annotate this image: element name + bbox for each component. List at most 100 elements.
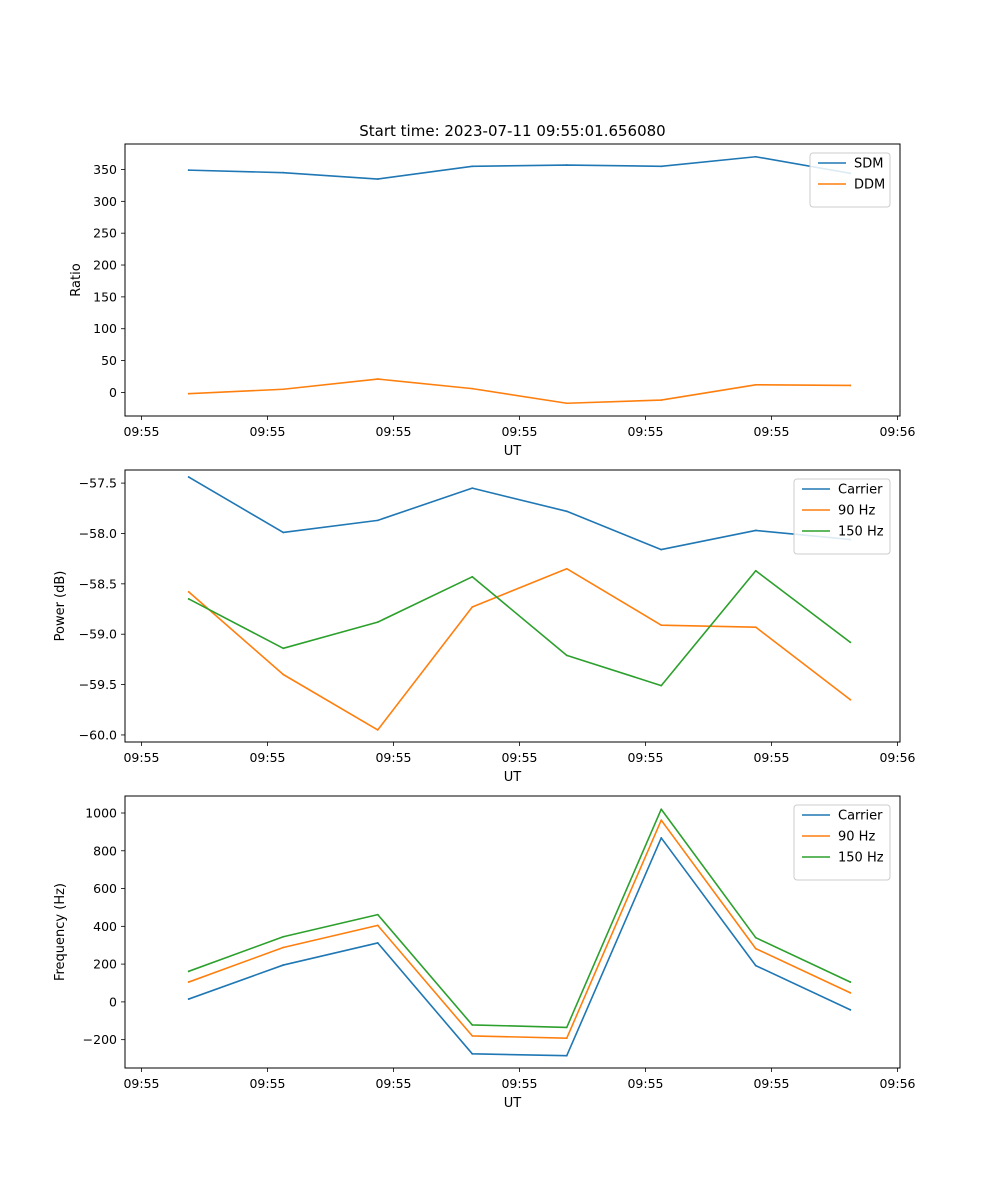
data-point <box>471 165 474 168</box>
data-point <box>282 964 285 966</box>
data-point <box>471 387 474 390</box>
data-point <box>282 946 285 949</box>
y-tick-label: −58.5 <box>79 576 117 591</box>
y-tick-label: 250 <box>93 226 117 241</box>
legend-label: Carrier <box>838 809 883 824</box>
y-tick-label: −58.0 <box>79 526 117 541</box>
legend-label: 150 Hz <box>838 851 884 866</box>
data-point <box>660 548 663 551</box>
axes-frame-2 <box>124 469 901 743</box>
data-point <box>565 1054 568 1057</box>
legend-label: SDM <box>854 157 883 172</box>
data-point <box>754 947 757 950</box>
chart-title: Start time: 2023-07-11 09:55:01.656080 <box>359 122 665 140</box>
legend-box <box>809 152 891 208</box>
y-tick-label: −200 <box>83 1032 117 1047</box>
series-line-90-hz <box>187 567 852 731</box>
data-point <box>660 819 663 822</box>
data-point <box>376 519 379 522</box>
data-point <box>660 837 663 839</box>
x-axis-label: UT <box>504 444 522 459</box>
y-tick-label: 1000 <box>85 806 117 821</box>
axes-frame-1 <box>124 143 901 417</box>
data-point <box>471 1052 474 1055</box>
data-point <box>187 169 190 172</box>
data-point <box>754 626 757 629</box>
y-axis-label: Ratio <box>69 263 84 296</box>
data-point <box>187 392 190 395</box>
y-tick-label: −57.5 <box>79 476 117 491</box>
y-tick-label: 50 <box>101 353 117 368</box>
data-point <box>376 942 379 944</box>
legend-label: DDM <box>854 178 885 193</box>
data-point <box>660 808 663 811</box>
x-tick-label: 09:55 <box>501 1076 537 1091</box>
y-tick-label: 300 <box>93 194 117 209</box>
data-point <box>565 164 568 166</box>
x-tick-label: 09:55 <box>123 750 159 765</box>
y-axis-label: Frequency (Hz) <box>53 883 68 981</box>
y-tick-label: 0 <box>109 385 117 400</box>
data-point <box>282 647 285 650</box>
data-point <box>754 155 757 158</box>
data-point <box>565 510 568 513</box>
data-point <box>660 684 663 687</box>
data-point <box>471 1024 474 1026</box>
data-point <box>849 981 852 983</box>
y-tick-label: −59.0 <box>79 627 117 642</box>
data-point <box>471 487 474 490</box>
y-tick-label: −60.0 <box>79 727 117 742</box>
data-point <box>376 621 379 624</box>
data-point <box>849 384 852 387</box>
x-tick-label: 09:55 <box>627 1076 663 1091</box>
data-point <box>565 1037 568 1040</box>
y-tick-label: 0 <box>109 994 117 1009</box>
data-point <box>754 529 757 532</box>
data-point <box>849 641 852 644</box>
series-line-carrier <box>187 475 852 551</box>
x-tick-label: 09:55 <box>501 750 537 765</box>
data-point <box>187 590 190 593</box>
data-point <box>471 575 474 578</box>
data-point <box>187 998 190 1000</box>
x-tick-label: 09:56 <box>879 1076 915 1091</box>
data-point <box>565 1026 568 1029</box>
y-tick-label: 200 <box>93 957 117 972</box>
legend-label: 90 Hz <box>838 504 875 519</box>
data-point <box>849 698 852 701</box>
x-tick-label: 09:55 <box>123 1076 159 1091</box>
series-line-150-hz <box>187 808 852 1029</box>
data-point <box>187 970 190 973</box>
legend-box <box>793 478 891 555</box>
x-tick-label: 09:55 <box>501 424 537 439</box>
x-tick-label: 09:55 <box>627 750 663 765</box>
data-point <box>376 178 379 180</box>
data-point <box>282 673 285 676</box>
x-tick-label: 09:55 <box>249 750 285 765</box>
y-tick-label: 800 <box>93 843 117 858</box>
data-point <box>754 569 757 572</box>
data-point <box>282 935 285 938</box>
x-tick-label: 09:55 <box>249 424 285 439</box>
data-point <box>471 1034 474 1037</box>
data-point <box>849 1008 852 1011</box>
legend-label: Carrier <box>838 483 883 498</box>
series-line-90-hz <box>187 819 852 1039</box>
x-tick-label: 09:55 <box>123 424 159 439</box>
data-point <box>282 171 285 174</box>
y-tick-label: 400 <box>93 919 117 934</box>
data-point <box>660 399 663 401</box>
axes-frame-3 <box>124 795 901 1069</box>
legend-label: 90 Hz <box>838 830 875 845</box>
x-tick-label: 09:55 <box>753 424 789 439</box>
data-point <box>565 402 568 405</box>
data-point <box>754 383 757 386</box>
x-tick-label: 09:55 <box>375 424 411 439</box>
data-point <box>187 476 190 478</box>
x-tick-label: 09:56 <box>879 424 915 439</box>
data-point <box>376 913 379 916</box>
x-tick-label: 09:55 <box>249 1076 285 1091</box>
y-tick-label: 350 <box>93 162 117 177</box>
data-point <box>187 598 190 600</box>
